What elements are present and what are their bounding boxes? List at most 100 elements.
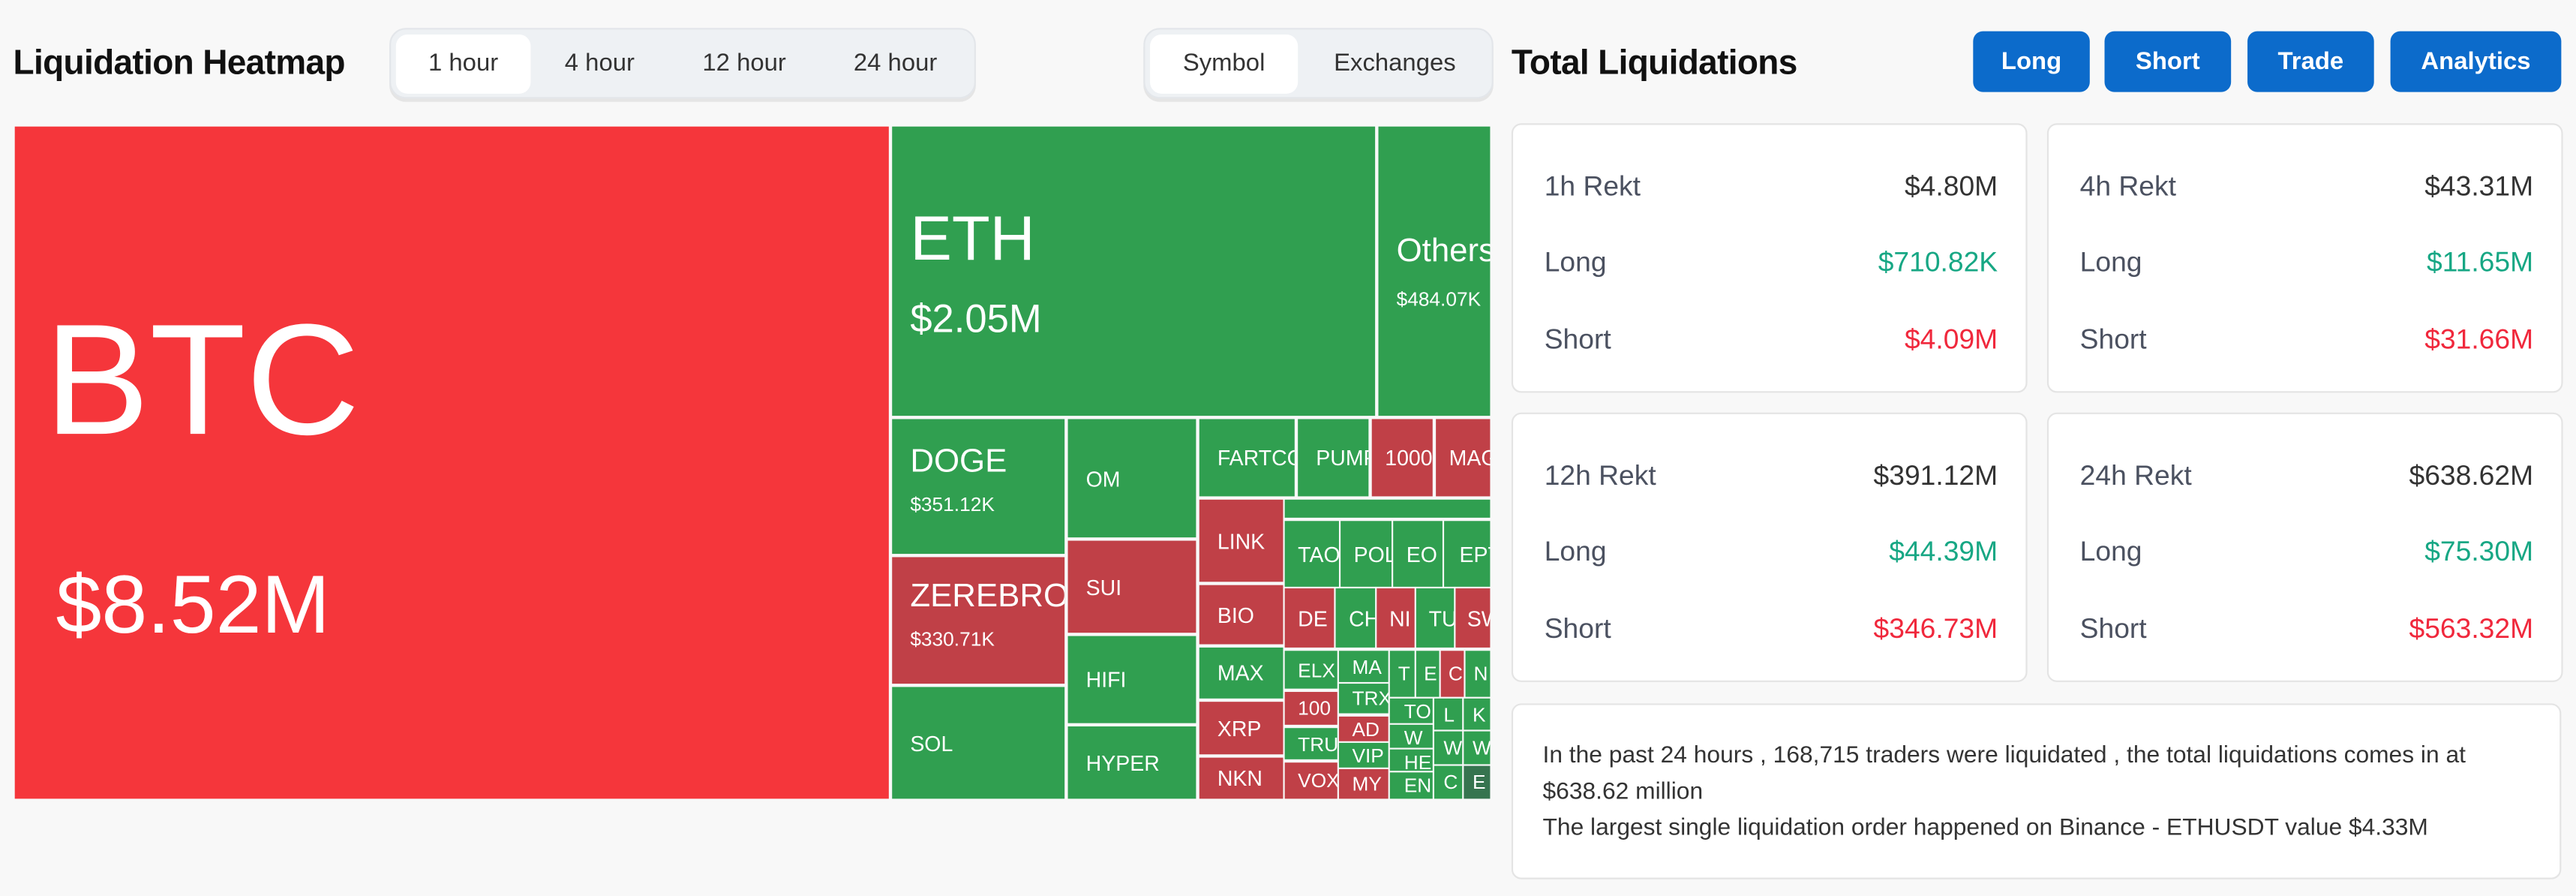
tile-pol[interactable]: POL [1341, 521, 1392, 587]
tile-sol[interactable]: SOL [892, 687, 1065, 799]
tile-nkn[interactable]: NKN [1199, 757, 1283, 799]
tile-elx[interactable]: ELX [1284, 651, 1338, 689]
long-button[interactable]: Long [1973, 31, 2090, 92]
tab-12-hour[interactable]: 12 hour [702, 49, 786, 77]
tile-tu[interactable]: TU [1416, 588, 1455, 648]
tile-symbol: L [1443, 702, 1455, 726]
tile-c[interactable]: C [1434, 765, 1463, 799]
tile-symbol: EN [1404, 774, 1432, 798]
tab-exchanges[interactable]: Exchanges [1334, 49, 1456, 77]
tile-symbol: ETH [910, 205, 1035, 275]
tile-symbol: T [1398, 662, 1410, 686]
tile-strip[interactable] [1284, 499, 1491, 518]
row-label: Long [2079, 246, 2142, 278]
rekt-card-1h: 1h Rekt $4.80M Long $710.82K Short $4.09… [1511, 123, 2028, 393]
tile-ma[interactable]: MA [1338, 651, 1389, 682]
tile-symbol: SW [1467, 606, 1491, 630]
tile-om[interactable]: OM [1067, 419, 1196, 538]
tile-w[interactable]: W [1434, 731, 1463, 765]
tile-vip[interactable]: VIP [1338, 742, 1389, 768]
row-value: $75.30M [2424, 535, 2534, 567]
rekt-card-12h: 12h Rekt $391.12M Long $44.39M Short $34… [1511, 412, 2028, 682]
tile-max[interactable]: MAX [1199, 647, 1283, 699]
tile-k[interactable]: K [1464, 698, 1491, 730]
tile-doge[interactable]: DOGE $351.12K [892, 419, 1065, 555]
tile-symbol: Others [1396, 233, 1491, 270]
tile-w[interactable]: W [1389, 724, 1433, 748]
tile-value: $484.07K [1396, 287, 1482, 311]
tile-symbol: C [1448, 662, 1463, 686]
tile-sw[interactable]: SW [1455, 588, 1491, 648]
tile-t[interactable]: T [1389, 651, 1415, 697]
tile-c[interactable]: C [1440, 651, 1464, 697]
tile-symbol: BIO [1217, 602, 1254, 627]
row-value: $563.32M [2409, 612, 2534, 645]
tile-symbol: ZEREBRO [910, 577, 1065, 615]
row-label: Long [2079, 535, 2142, 567]
tab-symbol[interactable]: Symbol [1150, 34, 1299, 94]
tile-zerebro[interactable]: ZEREBRO $330.71K [892, 557, 1065, 684]
tile-100[interactable]: 100 [1284, 692, 1338, 725]
tile-trx[interactable]: TRX [1338, 684, 1389, 714]
tile-e[interactable]: E [1464, 765, 1491, 799]
tile-symbol: 100 [1298, 696, 1332, 720]
tile-ept[interactable]: EPT [1444, 521, 1491, 587]
tab-4-hour[interactable]: 4 hour [564, 49, 635, 77]
tile-tao[interactable]: TAO [1284, 521, 1339, 587]
tile-ni[interactable]: NI [1377, 588, 1415, 648]
tile-ch[interactable]: CH [1335, 588, 1376, 648]
tab-24-hour[interactable]: 24 hour [853, 49, 938, 77]
tile-en[interactable]: EN [1389, 772, 1433, 799]
tile-tru[interactable]: TRU [1284, 728, 1338, 759]
tile-bio[interactable]: BIO [1199, 585, 1283, 645]
row-label: 4h Rekt [2079, 170, 2176, 203]
analytics-button[interactable]: Analytics [2390, 31, 2562, 92]
tile-symbol: OM [1085, 465, 1121, 491]
tile-mag[interactable]: MAG [1436, 419, 1491, 497]
tile-l[interactable]: L [1434, 698, 1463, 730]
tile-vox[interactable]: VOX [1284, 762, 1338, 799]
tile-e[interactable]: E [1416, 651, 1440, 697]
label-row: 1h Rekt $4.80M [1545, 171, 1998, 204]
trade-button[interactable]: Trade [2247, 31, 2374, 92]
tile-symbol: W [1404, 726, 1423, 748]
tile-symbol: HIFI [1085, 667, 1127, 693]
tile-hyper[interactable]: HYPER [1067, 726, 1196, 799]
label-row: 24h Rekt $638.62M [2080, 460, 2533, 493]
tile-btc[interactable]: BTC $8.52M [14, 126, 889, 799]
tile-w[interactable]: W [1464, 731, 1491, 765]
tile-n[interactable]: N [1465, 651, 1491, 697]
rekt-card-4h: 4h Rekt $43.31M Long $11.65M Short $31.6… [2046, 123, 2563, 393]
tile-symbol: PUMP [1316, 445, 1368, 471]
tile-symbol: MAX [1217, 660, 1264, 686]
tile-symbol: EPT [1459, 541, 1491, 567]
tile-symbol: TRU [1298, 732, 1338, 756]
tile-value: $330.71K [910, 627, 995, 651]
tile-fartco[interactable]: FARTCO [1199, 419, 1295, 497]
tile-eth[interactable]: ETH $2.05M [892, 126, 1376, 416]
tile-my[interactable]: MY [1338, 768, 1389, 799]
row-value: $44.39M [1889, 535, 1998, 567]
tile-pump[interactable]: PUMP [1298, 419, 1369, 497]
total-liquidations-title: Total Liquidations [1511, 44, 1797, 83]
tile-hifi[interactable]: HIFI [1067, 636, 1196, 723]
tile-sui[interactable]: SUI [1067, 540, 1196, 633]
tile-de[interactable]: DE [1284, 588, 1335, 648]
long-row: Long $75.30M [2080, 536, 2533, 569]
tile-xrp[interactable]: XRP [1199, 702, 1283, 755]
tile-to[interactable]: TO [1389, 698, 1433, 723]
tile-he[interactable]: HE [1389, 749, 1433, 771]
tile-symbol: C [1443, 771, 1458, 794]
short-row: Short $31.66M [2080, 323, 2533, 356]
tile-symbol: W [1473, 736, 1491, 759]
row-value: $11.65M [2426, 246, 2534, 278]
tile-eo[interactable]: EO [1393, 521, 1443, 587]
tab-1-hour[interactable]: 1 hour [395, 34, 531, 94]
short-button[interactable]: Short [2104, 31, 2232, 92]
long-row: Long $11.65M [2080, 247, 2533, 280]
tile-1000[interactable]: 1000 [1371, 419, 1433, 497]
tile-others[interactable]: Others $484.07K [1378, 126, 1491, 416]
tile-ad[interactable]: AD [1338, 716, 1389, 741]
tile-link[interactable]: LINK [1199, 499, 1283, 582]
row-label: Short [2079, 612, 2147, 645]
